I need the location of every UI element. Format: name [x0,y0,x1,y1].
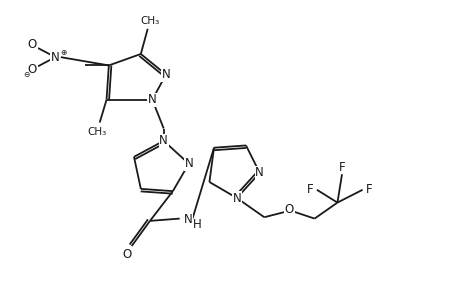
Text: N: N [232,191,241,205]
Text: N: N [51,51,60,64]
Text: O: O [28,38,37,51]
Text: H: H [192,218,201,232]
Text: ⊖: ⊖ [23,70,30,79]
Text: N: N [159,134,168,147]
Text: O: O [28,64,37,76]
Text: O: O [122,248,131,261]
Text: N: N [183,213,192,226]
Text: N: N [161,68,170,81]
Text: N: N [184,157,193,170]
Text: CH₃: CH₃ [140,16,159,26]
Text: CH₃: CH₃ [88,127,107,137]
Text: F: F [306,183,313,196]
Text: O: O [284,203,293,216]
Text: F: F [365,183,372,196]
Text: N: N [148,93,157,106]
Text: N: N [255,167,263,179]
Text: ⊕: ⊕ [60,48,66,57]
Text: F: F [338,161,345,174]
